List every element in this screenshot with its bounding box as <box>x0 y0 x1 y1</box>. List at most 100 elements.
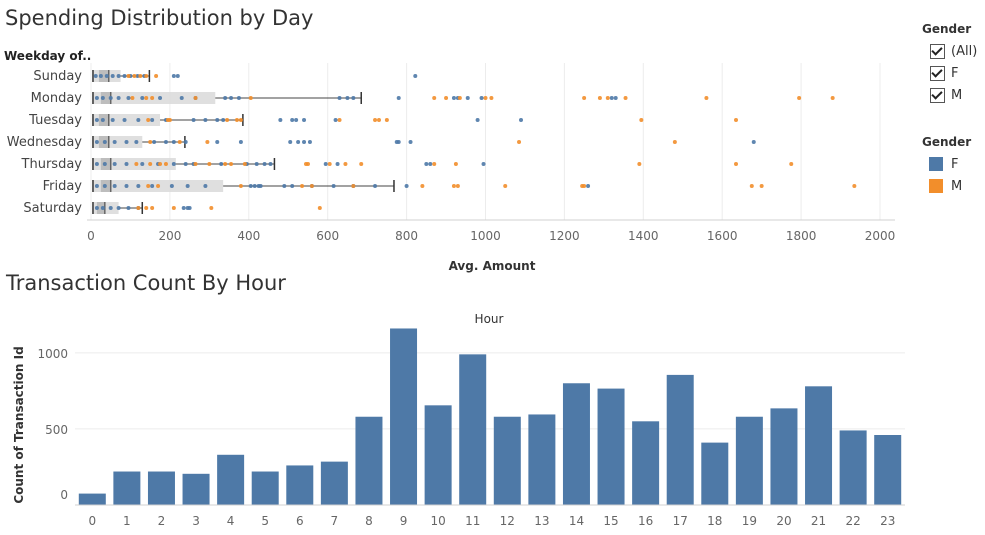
checkbox-checked-icon[interactable] <box>930 43 945 59</box>
bar-hour <box>355 416 383 505</box>
color-legend-item-f[interactable]: F <box>922 153 971 175</box>
data-point <box>597 96 602 100</box>
bar-hour <box>217 454 245 505</box>
filter-option-m[interactable]: M <box>922 84 977 106</box>
data-point <box>150 118 155 122</box>
data-point <box>112 162 117 166</box>
data-point <box>797 96 802 100</box>
data-point <box>175 74 180 78</box>
data-point <box>181 206 186 210</box>
x-tick-label: 12 <box>500 514 515 528</box>
data-point <box>465 96 470 100</box>
data-point <box>300 184 305 188</box>
bar-hour <box>528 414 556 505</box>
data-point <box>327 162 332 166</box>
bar-hour <box>562 383 590 505</box>
data-point <box>408 140 413 144</box>
data-point <box>428 162 433 166</box>
filter-option-f[interactable]: F <box>922 62 977 84</box>
data-point <box>623 96 628 100</box>
data-point <box>187 206 192 210</box>
data-point <box>193 96 198 100</box>
data-point <box>359 162 364 166</box>
data-point <box>296 140 301 144</box>
bar-hour <box>424 405 452 505</box>
data-point <box>116 206 121 210</box>
data-point <box>171 206 176 210</box>
day-label: Wednesday <box>7 135 83 150</box>
data-point <box>290 184 295 188</box>
bar-hour <box>147 471 175 505</box>
data-point <box>138 74 143 78</box>
bar-hour <box>251 471 279 505</box>
spending-x-axis: 0 200 400 600 800 1000 1200 1400 1600 1800 2000 <box>87 219 895 243</box>
data-point <box>307 140 312 144</box>
data-point <box>221 118 226 122</box>
x-tick-label: 10 <box>430 514 445 528</box>
transactions-bars <box>78 328 902 505</box>
data-point <box>94 184 99 188</box>
data-point <box>351 96 356 100</box>
x-tick-label: 1800 <box>786 229 817 243</box>
data-point <box>384 118 389 122</box>
x-tick-label: 400 <box>237 229 260 243</box>
data-point <box>432 162 437 166</box>
data-point <box>331 184 336 188</box>
color-legend-item-m[interactable]: M <box>922 175 971 197</box>
data-point <box>150 96 155 100</box>
data-point <box>751 140 756 144</box>
data-point <box>203 118 208 122</box>
gender-color-legend: Gender F M <box>922 135 971 197</box>
data-point <box>171 140 176 144</box>
data-point <box>223 162 228 166</box>
data-point <box>444 96 449 100</box>
data-point <box>163 162 168 166</box>
data-point <box>134 162 139 166</box>
filter-option-all[interactable]: (All) <box>922 40 977 62</box>
data-point <box>209 206 214 210</box>
x-tick-label: 13 <box>534 514 549 528</box>
data-point <box>317 206 322 210</box>
x-tick-label: 7 <box>331 514 339 528</box>
data-point <box>759 184 764 188</box>
spending-day-labels: Sunday Monday Tuesday Wednesday Thursday Frid… <box>7 69 83 216</box>
data-point <box>234 118 239 122</box>
data-point <box>517 140 522 144</box>
data-point <box>457 96 462 100</box>
data-point <box>207 162 212 166</box>
data-point <box>582 96 587 100</box>
color-legend-label: F <box>951 156 959 172</box>
data-point <box>150 184 155 188</box>
data-point <box>152 140 157 144</box>
checkbox-checked-icon[interactable] <box>930 65 945 81</box>
data-point <box>582 184 587 188</box>
box-lower-quartile <box>100 92 111 104</box>
data-point <box>136 206 141 210</box>
filter-option-label: (All) <box>951 43 978 59</box>
data-point <box>136 184 141 188</box>
data-point <box>135 74 140 78</box>
data-point <box>288 140 293 144</box>
data-point <box>305 162 310 166</box>
data-point <box>248 184 253 188</box>
x-tick-label: 20 <box>776 514 791 528</box>
data-point <box>108 96 113 100</box>
data-point <box>163 140 168 144</box>
color-legend-label: M <box>951 178 963 194</box>
checkbox-checked-icon[interactable] <box>930 87 945 103</box>
data-point <box>254 162 259 166</box>
bar-hour <box>735 416 763 505</box>
data-point <box>146 118 151 122</box>
data-point <box>122 118 127 122</box>
data-point <box>236 96 241 100</box>
data-point <box>413 74 418 78</box>
data-point <box>124 184 129 188</box>
bar-hour <box>701 442 729 505</box>
x-tick-label: 800 <box>395 229 418 243</box>
data-point <box>102 184 107 188</box>
data-point <box>148 162 153 166</box>
data-point <box>396 140 401 144</box>
x-tick-label: 15 <box>603 514 618 528</box>
bar-hour <box>113 471 141 505</box>
